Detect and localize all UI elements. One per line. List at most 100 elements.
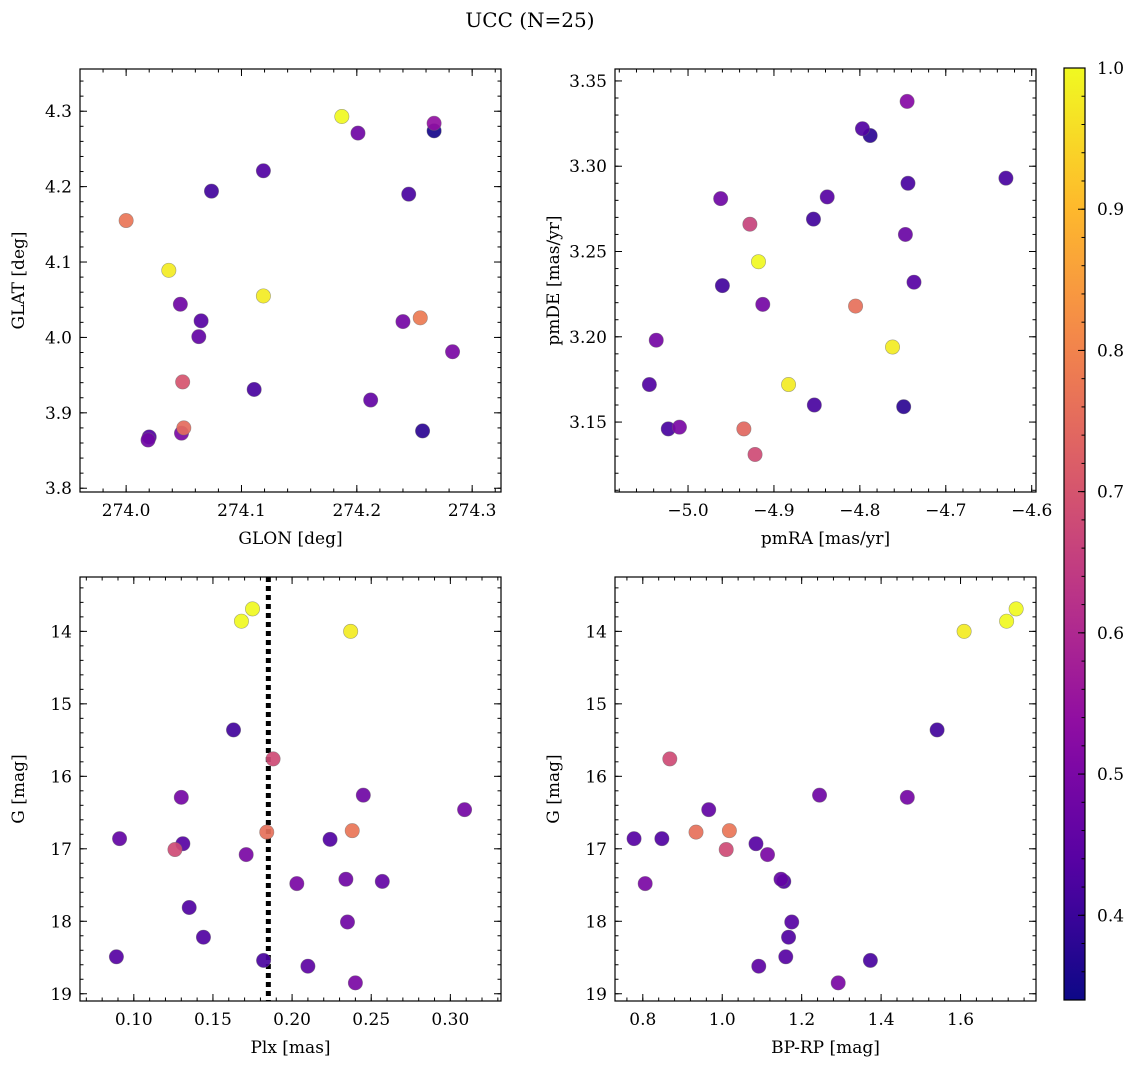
data-point [256, 952, 272, 968]
data-point [906, 274, 922, 290]
data-point [374, 873, 390, 889]
y-tick-label: 3.20 [569, 328, 607, 348]
x-tick-label: 0.25 [352, 1010, 390, 1030]
data-point [736, 421, 752, 437]
panels: 274.0 274.1 274.2 274.3 3.8 3.9 4.0 4.1 4.2 4.3 GL… [9, 68, 1052, 1058]
y-axis-label: G [mag] [9, 754, 29, 823]
y-tick-label: 4.3 [45, 102, 72, 122]
y-axis-label: G [mag] [544, 754, 564, 823]
y-tick-label: 4.1 [45, 253, 72, 273]
x-tick-label: 1.2 [788, 1010, 815, 1030]
colorbar-tick-label: 0.4 [1097, 906, 1124, 926]
y-tick-label: 19 [50, 985, 72, 1005]
data-point [899, 93, 915, 109]
x-tick-label: 1.0 [709, 1010, 736, 1030]
data-point [233, 613, 249, 629]
panel-2-frame [614, 68, 1037, 493]
data-point [819, 189, 835, 205]
x-axis-label: BP-RP [mag] [771, 1038, 880, 1058]
data-point [998, 170, 1014, 186]
panel-3-frame [79, 576, 502, 1002]
panel-4-ticks [615, 577, 1036, 1001]
data-point [181, 900, 197, 916]
data-point [781, 377, 797, 393]
data-point [289, 876, 305, 892]
y-tick-label: 4.0 [45, 328, 72, 348]
data-point [259, 824, 275, 840]
panel-4-frame [614, 576, 1037, 1002]
panel-1-frame [79, 68, 502, 493]
colorbar-tick-label: 0.5 [1097, 765, 1124, 785]
y-tick-label: 3.8 [45, 479, 72, 499]
panel-3-ticks [80, 577, 501, 1001]
data-point [193, 313, 209, 329]
y-tick-label: 3.25 [569, 243, 607, 263]
data-point [355, 787, 371, 803]
y-axis-label: GLAT [deg] [9, 231, 29, 329]
x-axis-label: Plx [mas] [250, 1038, 330, 1058]
data-point [701, 802, 717, 818]
y-tick-label: 4.2 [45, 178, 72, 198]
colorbar-frame [1063, 67, 1086, 1001]
x-tick-label: 1.4 [868, 1010, 895, 1030]
data-point [956, 623, 972, 639]
data-point [245, 601, 261, 617]
data-point [641, 377, 657, 393]
panel-3: 0.10 0.15 0.20 0.25 0.30 14 15 16 17 18 19 Plx [mas… [9, 576, 502, 1058]
data-point [203, 183, 219, 199]
y-tick-label: 15 [50, 695, 72, 715]
x-tick-label: 1.6 [947, 1010, 974, 1030]
x-axis-label: GLON [deg] [238, 529, 342, 549]
x-tick-label: 274.1 [217, 501, 266, 521]
figure-title: UCC (N=25) [465, 8, 594, 32]
data-point [999, 613, 1015, 629]
data-point [172, 296, 188, 312]
data-point [1008, 601, 1024, 617]
data-point [830, 975, 846, 991]
y-axis-label: pmDE [mas/yr] [544, 215, 564, 345]
data-point [395, 314, 411, 330]
y-tick-label: 16 [585, 767, 607, 787]
panel-2-points [641, 93, 1014, 462]
data-point [862, 952, 878, 968]
data-point [343, 623, 359, 639]
data-point [806, 397, 822, 413]
data-point [363, 392, 379, 408]
data-point [671, 419, 687, 435]
x-tick-label: 274.3 [448, 501, 497, 521]
x-tick-label: 0.30 [431, 1010, 469, 1030]
data-point [412, 310, 428, 326]
data-point [721, 823, 737, 839]
x-tick-label: 274.0 [102, 501, 151, 521]
data-point [175, 374, 191, 390]
y-tick-label: 3.15 [569, 413, 607, 433]
x-axis-label: pmRA [mas/yr] [761, 529, 890, 549]
x-tick-label: −4.6 [1011, 501, 1052, 521]
data-point [654, 831, 670, 847]
data-point [173, 789, 189, 805]
panel-1: 274.0 274.1 274.2 274.3 3.8 3.9 4.0 4.1 4.2 4.3 GL… [9, 68, 502, 549]
data-point [108, 949, 124, 965]
data-point [648, 332, 664, 348]
colorbar-tick-label: 0.9 [1097, 200, 1124, 220]
data-point [897, 226, 913, 242]
y-tick-label: 3.9 [45, 404, 72, 424]
data-point [812, 787, 828, 803]
data-point [445, 344, 461, 360]
data-point [896, 399, 912, 415]
colorbar-tick-label: 0.7 [1097, 483, 1124, 503]
data-point [140, 432, 156, 448]
data-point [662, 751, 678, 767]
x-tick-label: −5.0 [667, 501, 708, 521]
data-point [118, 213, 134, 229]
data-point [747, 446, 763, 462]
data-point [347, 975, 363, 991]
data-point [167, 842, 183, 858]
data-point [255, 288, 271, 304]
data-point [751, 958, 767, 974]
data-point [255, 163, 271, 179]
data-point [713, 191, 729, 207]
x-tick-label: −4.8 [839, 501, 880, 521]
x-tick-label: 0.15 [194, 1010, 232, 1030]
panel-4: 0.8 1.0 1.2 1.4 1.6 14 15 16 17 18 19 BP-RP [mag] G … [544, 576, 1037, 1058]
